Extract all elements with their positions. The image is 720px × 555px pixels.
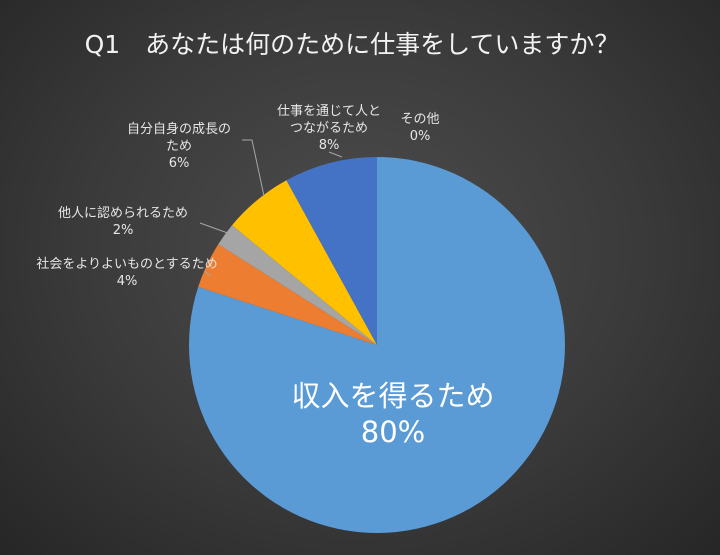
leader-line-3 [328, 151, 343, 158]
slice-label-s4-line-2: 8% [319, 138, 340, 153]
pie-slices [188, 156, 565, 533]
slice-label-s1-line-0: 社会をよりよいものとするため [36, 256, 217, 272]
leader-line-1 [199, 222, 237, 237]
slice-label-s0-line-0: 収入を得るため [291, 379, 494, 413]
slice-label-s0-line-1: 80% [361, 415, 425, 449]
slice-label-s5-line-0: その他 [400, 112, 439, 127]
slice-label-s3-line-1: ため [166, 139, 192, 154]
leader-line-0 [204, 270, 211, 277]
slice-label-s4-line-1: つながるため [290, 121, 368, 136]
leader-lines [199, 139, 343, 277]
pie-slice-3 [232, 180, 377, 345]
chart-title: Q1 あなたは何のために仕事をしていますか？ [85, 30, 620, 59]
slice-label-s4-line-0: 仕事を通じて人と [277, 104, 381, 119]
slice-label-s3-line-2: 6% [169, 156, 190, 171]
pie-slice-0 [188, 157, 565, 533]
slice-label-s3-line-0: 自分自身の成長の [127, 121, 231, 137]
leader-line-2 [242, 139, 265, 197]
slice-label-s1-line-1: 4% [117, 274, 138, 289]
pie-slice-4 [286, 156, 377, 345]
slice-label-s2-line-1: 2% [113, 223, 134, 238]
pie-slice-1 [198, 244, 377, 345]
slice-label-s2-line-0: 他人に認められるため [58, 205, 188, 221]
pie-slice-2 [218, 225, 377, 345]
slice-label-s5-line-1: 0% [410, 129, 431, 144]
